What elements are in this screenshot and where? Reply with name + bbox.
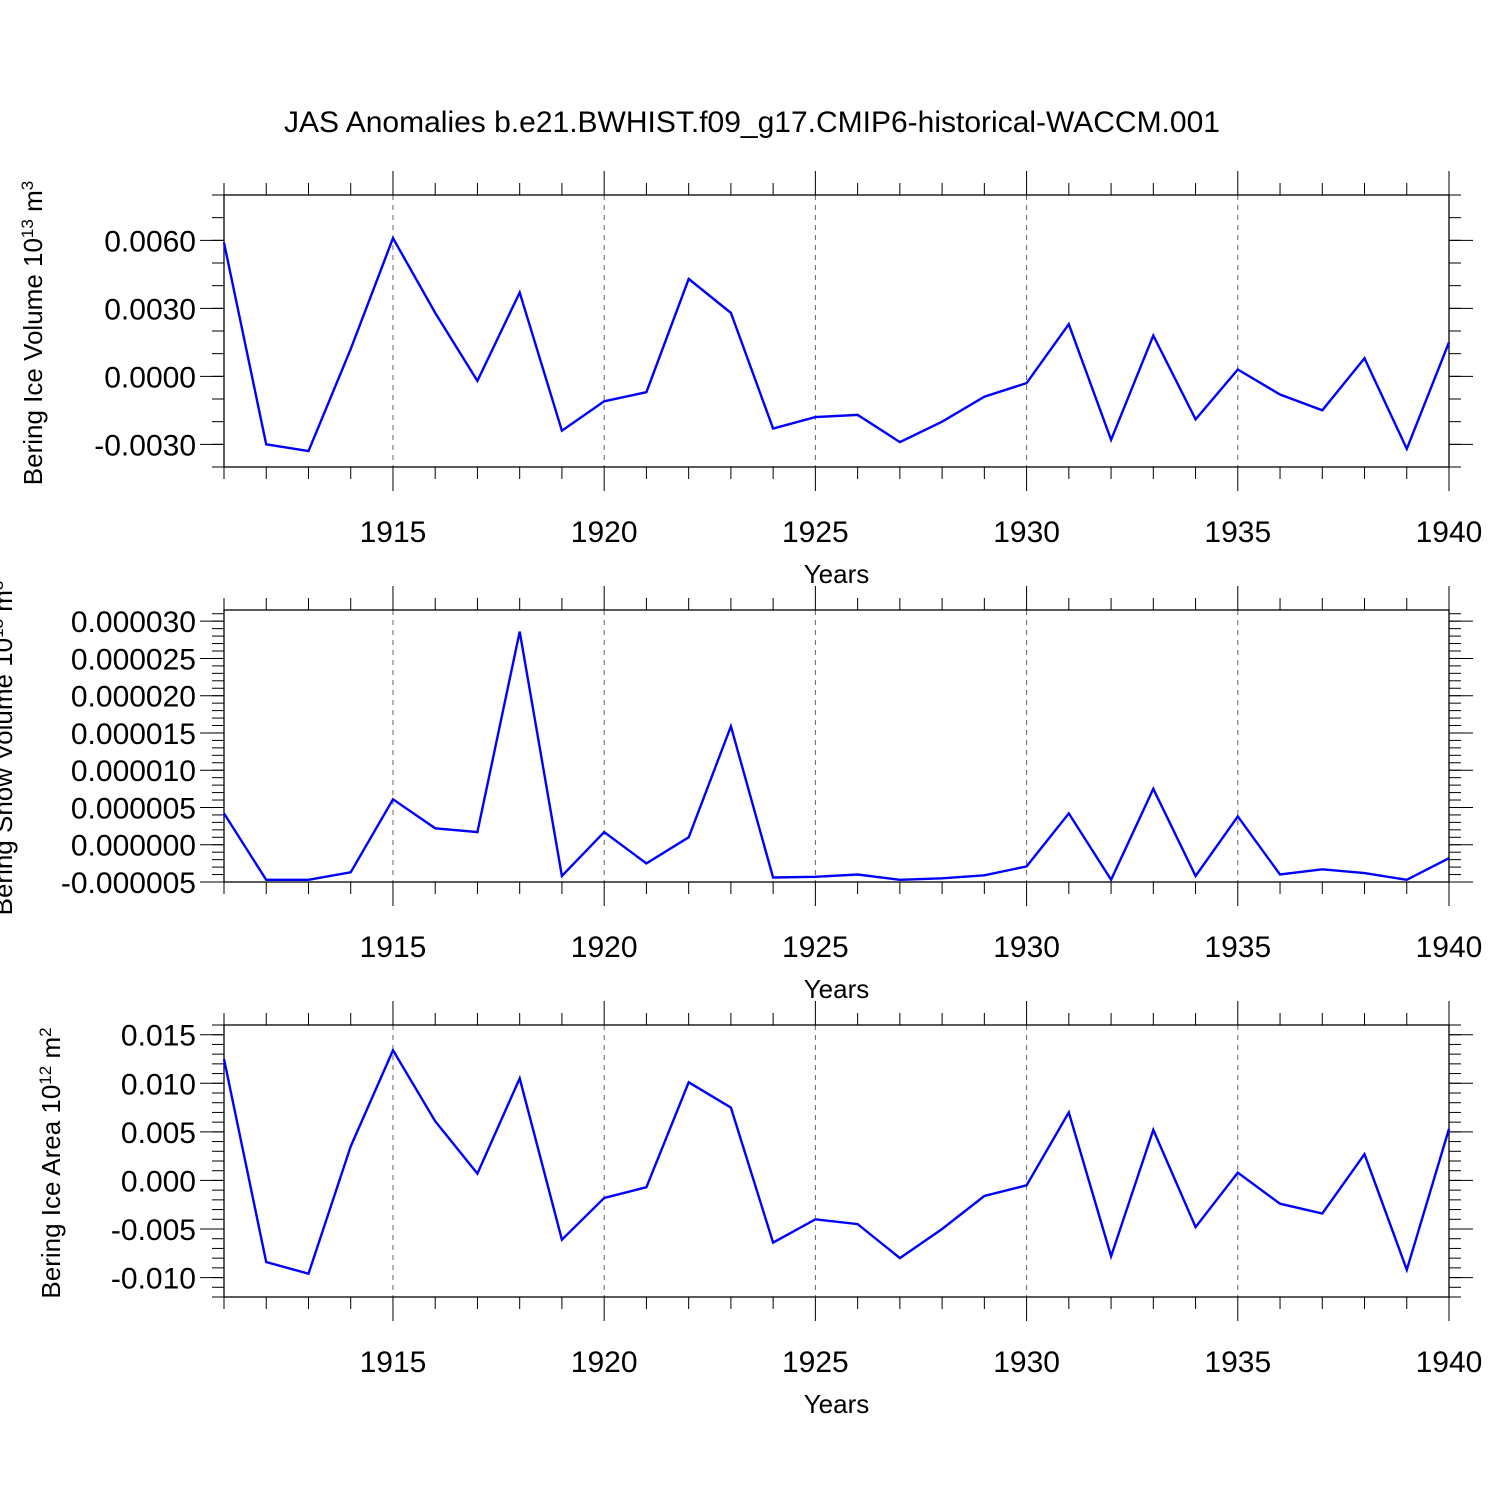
x-axis-title: Years	[804, 559, 870, 589]
x-tick-label: 1930	[993, 931, 1060, 964]
data-series-line	[222, 631, 1450, 883]
plot-frame	[223, 1024, 1450, 1298]
x-tick-label: 1930	[993, 1346, 1060, 1379]
panel-2: 0.000030 0.000025 0.000020 0.000015 0.000010…	[0, 581, 1482, 1004]
y-tick-label: 0.000000	[71, 830, 196, 863]
y-tick-label: -0.000005	[61, 867, 196, 900]
y-tick-label: 0.015	[121, 1020, 196, 1053]
y-tick-label: 0.010	[121, 1068, 196, 1101]
x-tick-label: 1935	[1204, 516, 1271, 549]
panel-3: 0.015 0.010 0.005 0.000 -0.005 -0.010 1915 1920…	[36, 1001, 1483, 1419]
x-axis-title: Years	[804, 974, 870, 1004]
x-axis-title: Years	[804, 1389, 870, 1419]
y-tick-label: 0.0000	[104, 361, 196, 394]
x-tick-label: 1940	[1416, 1346, 1483, 1379]
x-tick-label: 1920	[571, 516, 638, 549]
x-tick-label: 1920	[571, 1346, 638, 1379]
x-tick-label: 1925	[782, 516, 849, 549]
y-axis-title: Bering Ice Area 1012 m2	[36, 1027, 67, 1298]
y-tick-label: -0.010	[111, 1263, 196, 1296]
x-tick-label: 1935	[1204, 931, 1271, 964]
panel-1: 0.0060 0.0030 0.0000 -0.0030 1915 1920 1925 193…	[18, 171, 1483, 589]
data-series-line	[222, 1047, 1451, 1276]
y-axis-title: Bering Ice Volume 1013 m3	[18, 181, 49, 485]
y-tick-label: 0.000010	[71, 755, 196, 788]
y-tick-label: 0.0060	[104, 225, 196, 258]
x-tick-label: 1915	[360, 931, 427, 964]
x-tick-label: 1925	[782, 931, 849, 964]
y-tick-label: 0.005	[121, 1117, 196, 1150]
panels: 0.0060 0.0030 0.0000 -0.0030 1915 1920 1925 193…	[0, 171, 1482, 1419]
y-axis-title: Bering Snow Volume 1013 m3	[0, 581, 18, 916]
x-tick-label: 1915	[360, 516, 427, 549]
x-tick-label: 1940	[1416, 931, 1483, 964]
x-tick-label: 1930	[993, 516, 1060, 549]
y-tick-label: 0.000020	[71, 681, 196, 714]
y-tick-label: 0.000030	[71, 606, 196, 639]
y-tick-label: 0.0030	[104, 293, 196, 326]
x-tick-label: 1935	[1204, 1346, 1271, 1379]
y-tick-label: 0.000	[121, 1165, 196, 1198]
x-tick-label: 1920	[571, 931, 638, 964]
x-tick-label: 1915	[360, 1346, 427, 1379]
y-tick-label: -0.0030	[94, 429, 196, 462]
y-tick-label: 0.000015	[71, 718, 196, 751]
x-tick-label: 1940	[1416, 516, 1483, 549]
y-tick-label: -0.005	[111, 1214, 196, 1247]
x-tick-label: 1925	[782, 1346, 849, 1379]
plot-frame	[223, 194, 1450, 468]
y-tick-label: 0.000025	[71, 643, 196, 676]
chart-title: JAS Anomalies b.e21.BWHIST.f09_g17.CMIP6…	[284, 106, 1220, 139]
y-tick-label: 0.000005	[71, 792, 196, 825]
data-series-line	[222, 235, 1451, 453]
plot-frame	[223, 609, 1450, 883]
